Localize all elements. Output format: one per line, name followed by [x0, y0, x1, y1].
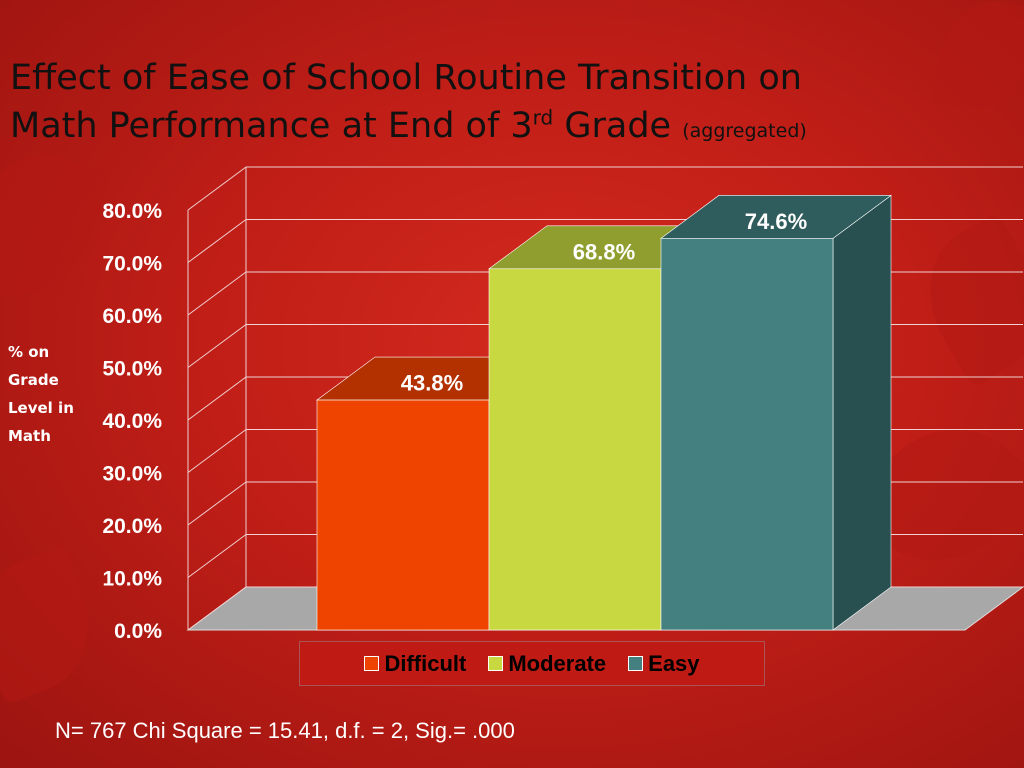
- y-tick-label: 20.0%: [102, 515, 162, 538]
- legend-swatch-difficult: [364, 656, 380, 671]
- legend-label-difficult: Difficult: [384, 650, 467, 676]
- gridline-side: [187, 324, 247, 368]
- gridline-side: [187, 534, 247, 578]
- gridline-side: [187, 376, 247, 421]
- y-tick-label: 40.0%: [102, 410, 162, 433]
- legend-swatch-easy: [628, 656, 644, 671]
- y-tick-label: 50.0%: [102, 358, 162, 381]
- data-label-moderate: 68.8%: [573, 239, 635, 264]
- bar-moderate: [488, 268, 662, 631]
- legend-label-easy: Easy: [648, 650, 700, 676]
- legend-item-easy: Easy: [628, 650, 700, 677]
- page-title: Effect of Ease of School Routine Transit…: [10, 54, 1010, 155]
- legend-item-moderate: Moderate: [488, 651, 606, 677]
- y-tick-label: 80.0%: [102, 200, 162, 223]
- gridline-side: [187, 481, 247, 526]
- title-line-1: Effect of Ease of School Routine Transit…: [10, 58, 802, 98]
- bar-side-easy: [832, 194, 892, 631]
- legend-label-moderate: Moderate: [508, 650, 607, 676]
- title-note: (aggregated): [682, 120, 807, 142]
- gridline-side: [187, 429, 247, 473]
- gridline-side: [187, 166, 247, 211]
- bar-easy: [660, 238, 834, 631]
- gridline-side: [187, 586, 247, 631]
- legend-item-difficult: Difficult: [364, 651, 466, 677]
- y-tick-label: 60.0%: [102, 305, 162, 328]
- data-label-difficult: 43.8%: [401, 371, 463, 396]
- gridline-side: [187, 219, 247, 263]
- legend-swatch-moderate: [488, 656, 504, 671]
- title-superscript: rd: [532, 105, 554, 130]
- y-tick-label: 10.0%: [102, 568, 162, 591]
- gridline-side: [187, 271, 247, 316]
- chart-legend: Difficult Moderate Easy: [299, 641, 765, 686]
- y-tick-label: 70.0%: [102, 253, 162, 276]
- data-label-easy: 74.6%: [745, 209, 807, 234]
- statistics-footnote: N= 767 Chi Square = 15.41, d.f. = 2, Sig…: [55, 718, 515, 743]
- title-line-2-end: Grade: [553, 106, 683, 146]
- bar-difficult: [316, 399, 490, 631]
- y-axis-label: % on Grade Level in Math: [8, 343, 74, 445]
- title-line-2-text: Math Performance at End of 3: [10, 106, 533, 146]
- title-line-2: Math Performance at End of 3rd Grade (ag…: [10, 102, 1010, 155]
- y-tick-label: 0.0%: [114, 620, 162, 643]
- y-tick-label: 30.0%: [102, 463, 162, 486]
